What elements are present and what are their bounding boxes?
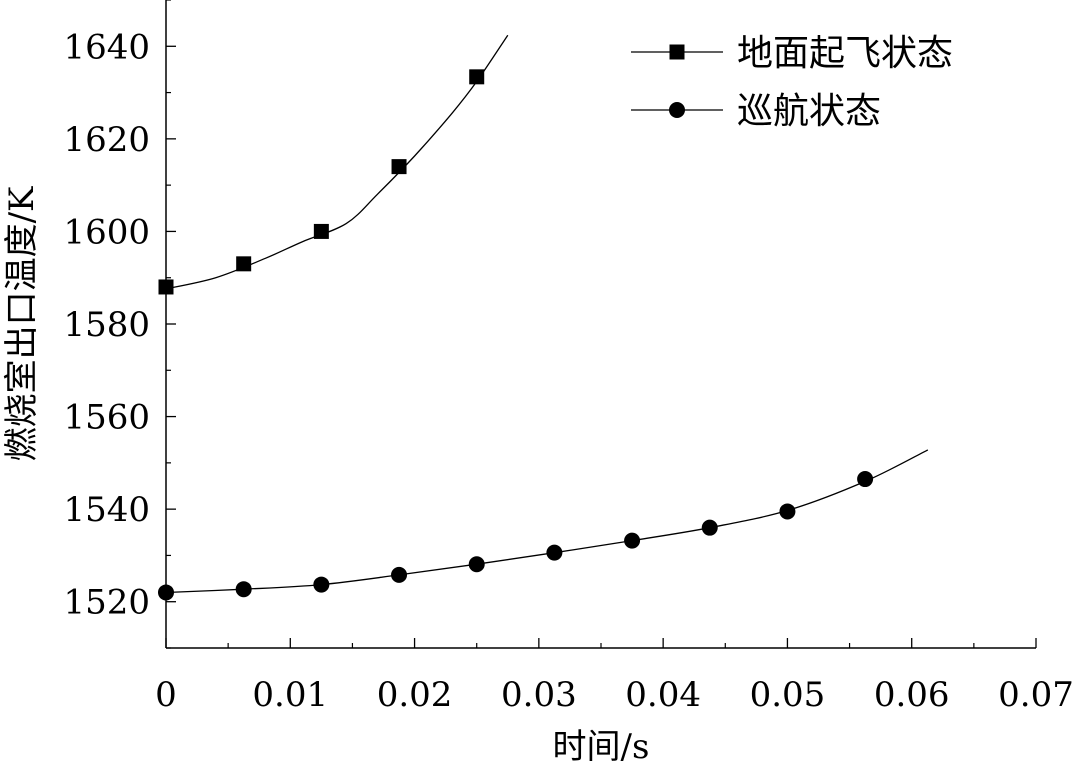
data-point-square <box>469 69 485 85</box>
data-point-circle <box>468 556 485 573</box>
data-point-circle <box>313 576 330 593</box>
y-axis-title: 燃烧室出口温度/K <box>2 186 42 461</box>
data-point-circle <box>158 584 174 601</box>
legend-marker-circle <box>669 102 685 118</box>
legend: 地面起飞状态 巡航状态 <box>631 33 953 132</box>
y-tick-label: 1600 <box>63 212 150 252</box>
x-tick-label: 0.07 <box>998 675 1074 715</box>
y-tick-label: 1640 <box>63 27 150 67</box>
y-tick-label: 1540 <box>63 490 150 530</box>
data-point-square <box>236 256 252 272</box>
data-point-circle <box>391 566 408 583</box>
x-tick-label: 0.04 <box>625 675 701 715</box>
y-tick-labels: 1520 1540 1560 1580 1600 1620 1640 <box>63 27 150 622</box>
x-tick-labels: 0 0.01 0.02 0.03 0.04 0.05 0.06 0.07 <box>155 675 1074 715</box>
y-tick-label: 1620 <box>63 120 150 160</box>
y-tick-label: 1580 <box>63 305 150 345</box>
data-point-square <box>391 159 407 175</box>
legend-marker-square <box>669 44 685 60</box>
data-point-square <box>313 223 329 239</box>
x-tick-label: 0.05 <box>750 675 826 715</box>
tick-marks <box>165 0 1037 649</box>
x-tick-label: 0.02 <box>377 675 453 715</box>
x-tick-label: 0.03 <box>501 675 577 715</box>
x-tick-label: 0.01 <box>252 675 328 715</box>
data-point-circle <box>779 503 796 520</box>
y-tick-label: 1520 <box>63 583 150 623</box>
data-point-square <box>158 279 174 295</box>
legend-label-cruise: 巡航状态 <box>737 91 881 132</box>
data-point-circle <box>235 581 252 598</box>
x-tick-label: 0.06 <box>874 675 950 715</box>
x-axis-title: 时间/s <box>553 727 650 767</box>
data-point-circle <box>546 544 563 561</box>
data-point-circle <box>857 471 874 488</box>
x-tick-label: 0 <box>155 675 177 715</box>
data-point-circle <box>701 519 718 536</box>
y-tick-label: 1560 <box>63 398 150 438</box>
legend-label-takeoff: 地面起飞状态 <box>737 33 953 74</box>
series-markers <box>158 69 874 601</box>
data-point-circle <box>624 532 641 549</box>
